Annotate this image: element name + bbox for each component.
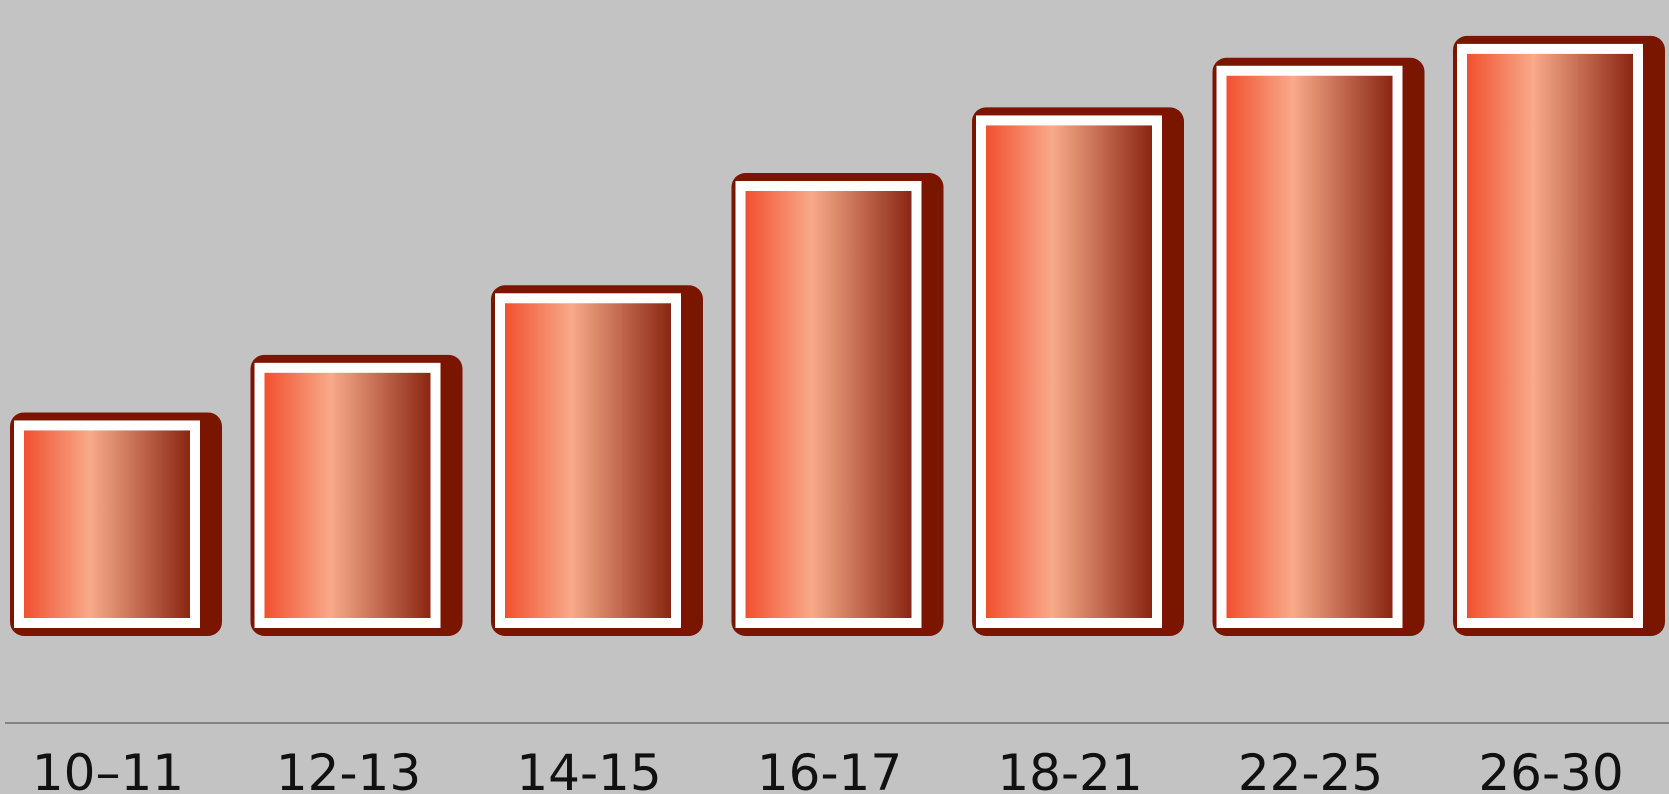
bars-group: [10, 35, 1665, 637]
x-tick-labels: 10–11 12-13 14-15 16-17 18-21 22-25 26-30: [32, 744, 1624, 794]
x-tick-label: 12-13: [276, 744, 421, 794]
bar: [491, 285, 703, 636]
x-tick-label: 22-25: [1238, 744, 1383, 794]
x-tick-label: 26-30: [1478, 744, 1623, 794]
bar: [731, 173, 944, 636]
bar: [1453, 35, 1665, 636]
bar-fill: [505, 303, 671, 618]
bar-fill: [1467, 53, 1633, 618]
x-tick-label: 14-15: [516, 744, 661, 794]
bar: [972, 107, 1184, 637]
bar-fill: [24, 430, 190, 618]
bar: [10, 412, 222, 636]
x-tick-label: 10–11: [32, 744, 184, 794]
bar-fill: [745, 191, 912, 618]
bar-fill: [1226, 75, 1393, 619]
bar: [1212, 57, 1425, 637]
bar-fill: [986, 125, 1152, 619]
bar: [250, 354, 463, 636]
x-tick-label: 18-21: [997, 744, 1142, 794]
bar-fill: [264, 372, 431, 618]
x-tick-label: 16-17: [757, 744, 902, 794]
